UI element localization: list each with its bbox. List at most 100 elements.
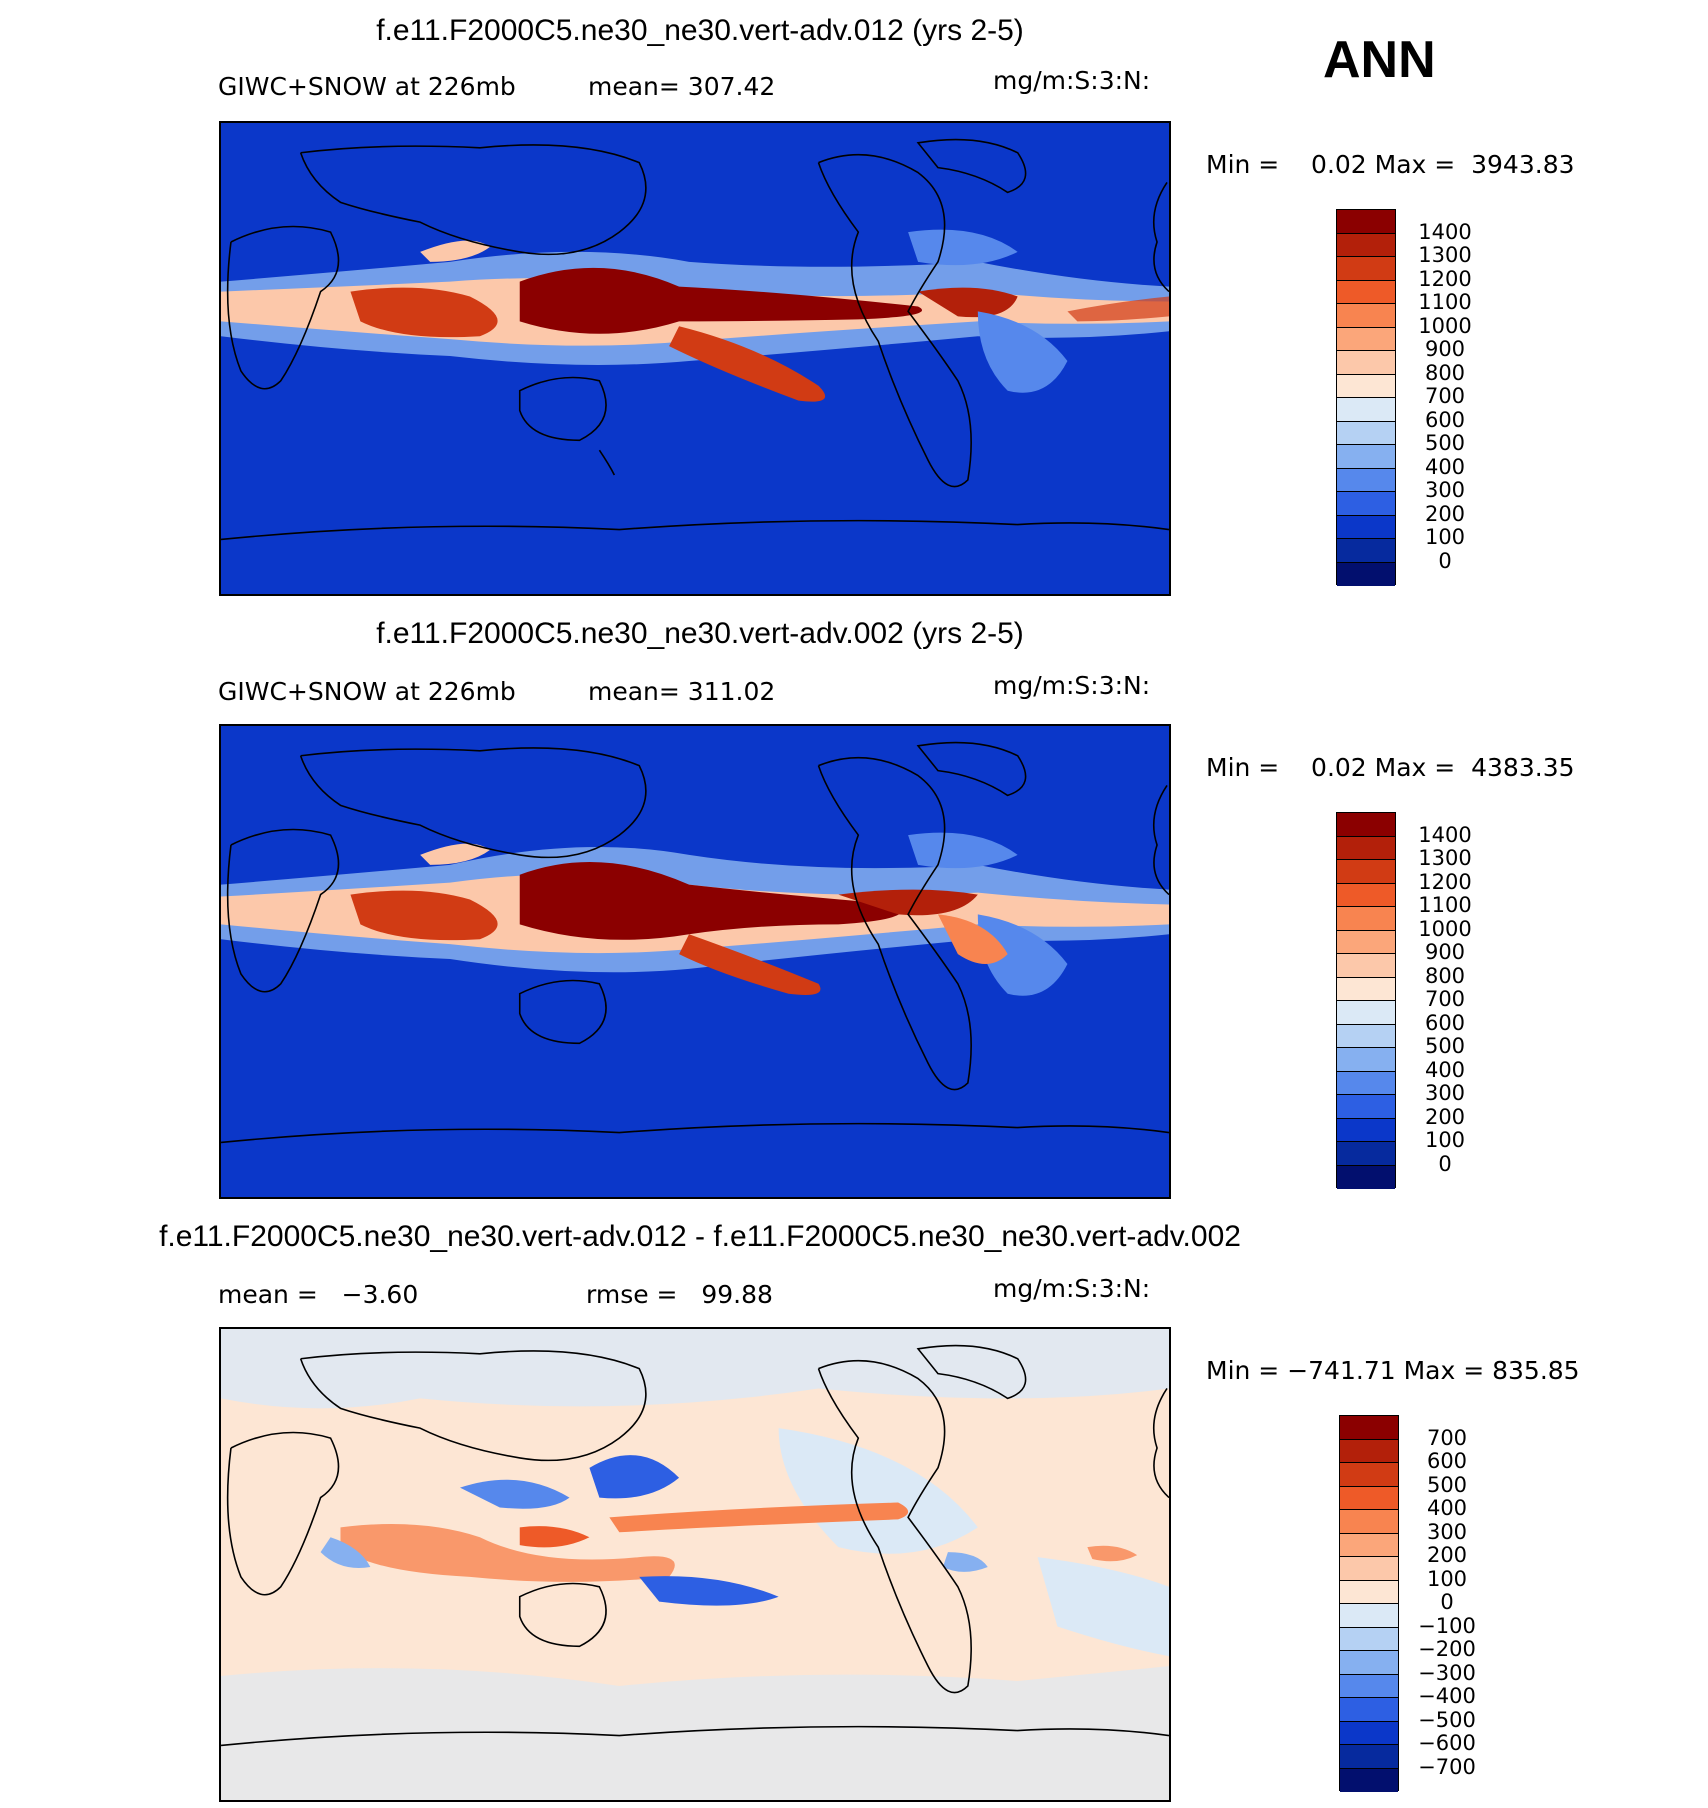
panel-3-colorbar-tick-label: −600 xyxy=(1418,1731,1476,1755)
panel-1-title: f.e11.F2000C5.ne30_ne30.vert-adv.012 (yr… xyxy=(376,14,1024,47)
panel-1-colorbar-tick-label: 800 xyxy=(1424,360,1466,385)
panel-2-colorbar-swatch xyxy=(1337,1095,1395,1119)
panel-3-title: f.e11.F2000C5.ne30_ne30.vert-adv.012 - f… xyxy=(159,1220,1241,1253)
panel-2-mean-label: mean= 311.02 xyxy=(588,677,776,706)
panel-3-colorbar-swatch xyxy=(1340,1674,1398,1698)
panel-3-colorbar-swatch xyxy=(1340,1768,1398,1792)
panel-1-colorbar-swatch xyxy=(1337,468,1395,492)
panel-2-colorbar-swatch xyxy=(1337,1165,1395,1189)
panel-1-colorbar-tick-label: 100 xyxy=(1424,525,1466,549)
panel-3-colorbar-swatch xyxy=(1340,1651,1398,1675)
panel-2-map xyxy=(219,724,1171,1199)
panel-3-colorbar-tick-label: 200 xyxy=(1426,1543,1468,1567)
panel-1-colorbar xyxy=(1336,209,1396,586)
panel-2-colorbar-swatch xyxy=(1337,1071,1395,1095)
panel-2-colorbar-swatch xyxy=(1337,1118,1395,1142)
panel-1-colorbar-swatch xyxy=(1337,445,1395,469)
panel-1-colorbar-tick-label: 300 xyxy=(1424,478,1466,502)
panel-3-colorbar-tick-label: −700 xyxy=(1418,1754,1476,1779)
panel-2-colorbar-tick-label: 400 xyxy=(1424,1057,1466,1082)
panel-1-colorbar-tick-label: 0 xyxy=(1438,548,1452,573)
panel-1-units-label: mg/m:S:3:N: xyxy=(993,66,1151,95)
panel-2-colorbar-swatch xyxy=(1337,930,1395,954)
panel-2-colorbar-tick-label: 600 xyxy=(1424,1010,1466,1035)
panel-2-colorbar-tick-label: 1300 xyxy=(1418,846,1472,870)
panel-2-colorbar-tick-label: 100 xyxy=(1424,1128,1466,1152)
panel-3-colorbar-swatch xyxy=(1340,1580,1398,1604)
panel-2-colorbar-tick-label: 1400 xyxy=(1418,822,1472,847)
panel-1-map xyxy=(219,121,1171,596)
panel-3-colorbar-swatch xyxy=(1340,1439,1398,1463)
panel-2-colorbar-tick-label: 0 xyxy=(1438,1151,1452,1176)
panel-3-colorbar-swatch xyxy=(1340,1557,1398,1581)
panel-1-colorbar-tick-label: 500 xyxy=(1424,431,1466,455)
panel-2-title: f.e11.F2000C5.ne30_ne30.vert-adv.002 (yr… xyxy=(376,617,1024,650)
panel-1-colorbar-tick-label: 1100 xyxy=(1418,290,1472,314)
panel-2-colorbar-tick-label: 800 xyxy=(1424,963,1466,988)
panel-2-colorbar-tick-label: 700 xyxy=(1424,987,1466,1011)
panel-2-colorbar-tick-label: 1000 xyxy=(1418,916,1472,941)
panel-1-colorbar-tick-label: 1000 xyxy=(1418,313,1472,338)
panel-1-colorbar-swatch xyxy=(1337,210,1395,234)
panel-2-colorbar xyxy=(1336,812,1396,1189)
panel-3-colorbar-tick-label: 0 xyxy=(1440,1590,1454,1614)
panel-1-colorbar-swatch xyxy=(1337,421,1395,445)
panel-2-colorbar-swatch xyxy=(1337,860,1395,884)
panel-3-colorbar-tick-label: 500 xyxy=(1426,1472,1468,1497)
panel-3-colorbar-swatch xyxy=(1340,1463,1398,1487)
panel-1-map-canvas xyxy=(221,123,1169,594)
panel-1-mean-label: mean= 307.42 xyxy=(588,72,776,101)
panel-1-minmax-label: Min = 0.02 Max = 3943.83 xyxy=(1206,150,1575,179)
panel-3-colorbar-tick-label: −100 xyxy=(1418,1613,1476,1638)
panel-2-map-canvas xyxy=(221,726,1169,1197)
panel-3-map-canvas xyxy=(221,1329,1169,1800)
season-label: ANN xyxy=(1323,31,1436,89)
panel-3-colorbar-swatch xyxy=(1340,1486,1398,1510)
panel-1-colorbar-swatch xyxy=(1337,562,1395,586)
panel-3-colorbar-tick-label: 700 xyxy=(1426,1425,1468,1450)
panel-1-colorbar-swatch xyxy=(1337,304,1395,328)
panel-3-colorbar-tick-label: 300 xyxy=(1426,1519,1468,1544)
panel-2-colorbar-swatch xyxy=(1337,813,1395,837)
panel-3-colorbar xyxy=(1339,1415,1399,1792)
panel-3-units-label: mg/m:S:3:N: xyxy=(993,1274,1151,1303)
panel-1-colorbar-tick-label: 1400 xyxy=(1418,219,1472,244)
panel-2-minmax-label: Min = 0.02 Max = 4383.35 xyxy=(1206,753,1575,782)
panel-2-colorbar-swatch xyxy=(1337,883,1395,907)
panel-1-colorbar-swatch xyxy=(1337,257,1395,281)
panel-2-colorbar-swatch xyxy=(1337,954,1395,978)
panel-2-colorbar-swatch xyxy=(1337,1142,1395,1166)
panel-3-map xyxy=(219,1327,1171,1802)
panel-3-minmax-label: Min = −741.71 Max = 835.85 xyxy=(1206,1356,1580,1385)
panel-3-mean-label: mean = −3.60 xyxy=(218,1280,419,1309)
panel-2-colorbar-tick-label: 1100 xyxy=(1418,893,1472,917)
panel-2-colorbar-tick-label: 900 xyxy=(1424,940,1466,964)
panel-1-colorbar-swatch xyxy=(1337,398,1395,422)
panel-1-colorbar-tick-label: 600 xyxy=(1424,407,1466,432)
panel-2-colorbar-tick-label: 200 xyxy=(1424,1104,1466,1129)
panel-3-colorbar-swatch xyxy=(1340,1416,1398,1440)
panel-3-colorbar-tick-label: 400 xyxy=(1426,1496,1468,1520)
panel-2-colorbar-swatch xyxy=(1337,1001,1395,1025)
panel-2-units-label: mg/m:S:3:N: xyxy=(993,671,1151,700)
panel-1-colorbar-swatch xyxy=(1337,515,1395,539)
panel-1-colorbar-swatch xyxy=(1337,492,1395,516)
panel-2-variable-label: GIWC+SNOW at 226mb xyxy=(218,677,516,706)
panel-1-colorbar-swatch xyxy=(1337,351,1395,375)
panel-3-colorbar-tick-label: −300 xyxy=(1418,1660,1476,1685)
panel-1-colorbar-swatch xyxy=(1337,280,1395,304)
panel-3-colorbar-swatch xyxy=(1340,1721,1398,1745)
panel-3-colorbar-swatch xyxy=(1340,1604,1398,1628)
panel-2-colorbar-swatch xyxy=(1337,1048,1395,1072)
panel-1-variable-label: GIWC+SNOW at 226mb xyxy=(218,72,516,101)
panel-1-colorbar-swatch xyxy=(1337,327,1395,351)
panel-3-rmse-label: rmse = 99.88 xyxy=(586,1280,773,1309)
panel-3-colorbar-swatch xyxy=(1340,1745,1398,1769)
panel-2-colorbar-tick-label: 1200 xyxy=(1418,869,1472,894)
panel-3-colorbar-swatch xyxy=(1340,1533,1398,1557)
panel-2-colorbar-tick-label: 300 xyxy=(1424,1081,1466,1105)
panel-1-colorbar-tick-label: 400 xyxy=(1424,454,1466,479)
panel-1-colorbar-swatch xyxy=(1337,374,1395,398)
panel-1-colorbar-tick-label: 700 xyxy=(1424,384,1466,408)
panel-3-colorbar-swatch xyxy=(1340,1698,1398,1722)
